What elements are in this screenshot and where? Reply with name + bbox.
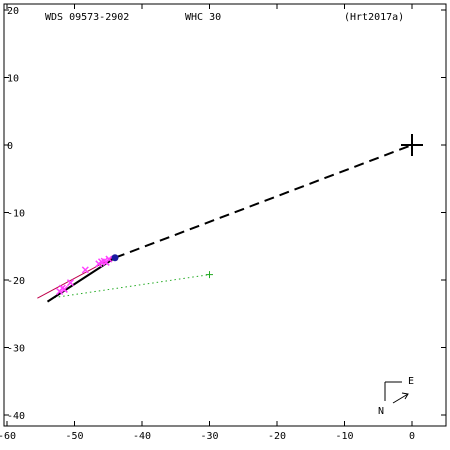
y-tick-label: -10	[7, 209, 25, 220]
orbit-lines	[37, 134, 423, 303]
y-tick-label: 0	[7, 141, 13, 152]
x-tick-label: -60	[0, 431, 16, 442]
measurement-markers	[56, 254, 119, 296]
x-tick-label: -10	[335, 431, 353, 442]
y-tick-label: 10	[7, 74, 19, 85]
header-reference: (Hrt2017a)	[344, 12, 404, 23]
measurement-point	[60, 285, 68, 293]
fit-line	[37, 257, 112, 299]
compass-arrow-head	[401, 392, 409, 400]
plot-frame	[3, 3, 447, 427]
measurement-x-b	[66, 279, 74, 287]
compass: E N	[378, 376, 414, 417]
y-tick-label: -30	[7, 344, 25, 355]
measurement-x-b	[81, 266, 89, 274]
dotted-line	[54, 274, 210, 299]
x-tick-label: -20	[268, 431, 286, 442]
current-position-point	[111, 254, 119, 262]
plot-border	[3, 3, 447, 427]
measurement-point	[81, 266, 89, 274]
axis-tick-labels: -60 -50 -40 -30 -20 -10 0 20 10 0 -10 -20 -30 -40	[0, 6, 415, 442]
y-tick-label: -20	[7, 276, 25, 287]
x-tick-label: 0	[409, 431, 415, 442]
x-tick-label: -50	[65, 431, 83, 442]
axis-ticks	[4, 4, 446, 426]
compass-east-label: E	[408, 376, 414, 387]
header-whc: WHC 30	[185, 12, 221, 23]
x-tick-label: -40	[133, 431, 151, 442]
measurement-point	[66, 279, 74, 287]
measurement-x-b	[60, 285, 68, 293]
measurement-point	[105, 255, 113, 263]
y-tick-label: 20	[7, 6, 19, 17]
y-tick-label: -40	[7, 411, 25, 422]
measurement-x-b	[105, 255, 113, 263]
header-wds-id: WDS 09573-2902	[45, 12, 129, 23]
compass-north-label: N	[378, 406, 384, 417]
dashed-line-to-primary	[114, 144, 413, 259]
x-tick-label: -30	[200, 431, 218, 442]
compass-motion-arrow	[392, 393, 409, 404]
